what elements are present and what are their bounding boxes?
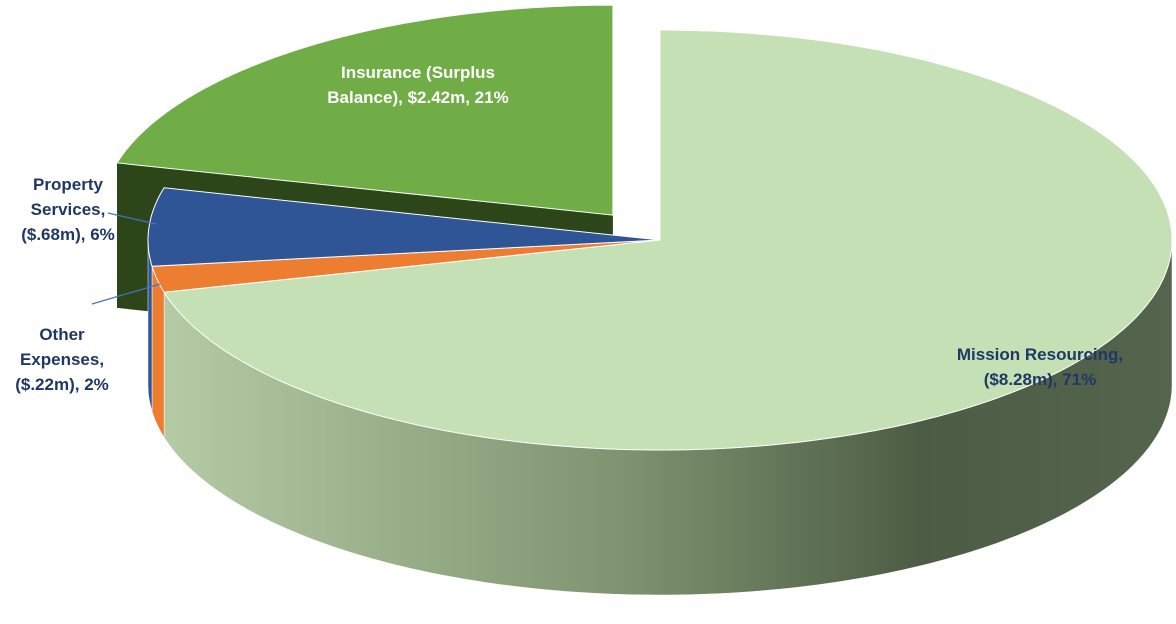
data-label: Services, [31,200,106,219]
data-label: Insurance (Surplus [341,63,495,82]
data-label: Expenses, [20,350,104,369]
data-label: ($8.28m), 71% [984,370,1096,389]
leader-line [91,283,161,305]
data-label: Mission Resourcing, [957,345,1123,364]
slice-side [151,266,165,439]
slice [116,4,614,216]
slice [147,187,661,267]
slice [163,29,1173,451]
data-label: Other [39,325,85,344]
data-label: ($.22m), 2% [15,375,109,394]
slice [151,239,661,293]
leader-line [107,212,157,225]
data-label: Balance), $2.42m, 21% [327,88,508,107]
data-label: Property [33,175,103,194]
data-label: ($.68m), 6% [21,225,115,244]
